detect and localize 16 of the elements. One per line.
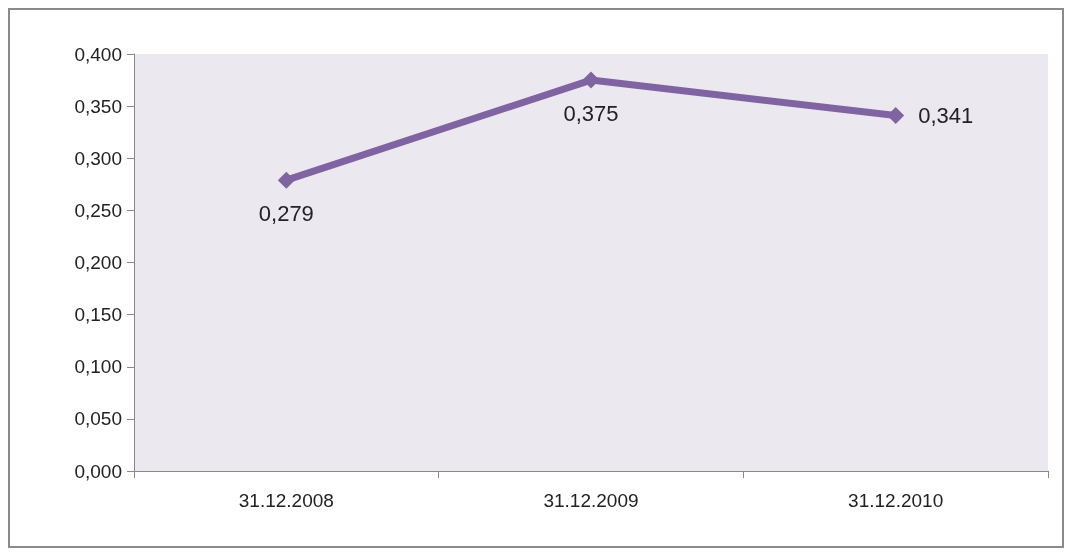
y-tick-label: 0,100 <box>74 356 122 378</box>
y-tick-label: 0,200 <box>74 252 122 273</box>
data-label: 0,341 <box>918 103 974 129</box>
x-tick-label: 31.12.2009 <box>543 490 639 511</box>
x-tick-label: 31.12.2008 <box>238 490 334 511</box>
y-tick-label: 0,300 <box>74 147 122 169</box>
data-label: 0,279 <box>258 201 314 227</box>
y-tick-label: 0,000 <box>74 460 122 482</box>
y-tick-label: 0,150 <box>74 304 122 326</box>
point <box>277 171 295 189</box>
x-tick-label: 31.12.2010 <box>848 490 944 511</box>
data-label: 0,375 <box>563 101 619 127</box>
y-tick-label: 0,050 <box>74 408 122 430</box>
y-tick-label: 0,350 <box>74 95 122 117</box>
y-tick-label: 0,250 <box>74 199 122 221</box>
y-tick-label: 0,400 <box>74 43 122 65</box>
